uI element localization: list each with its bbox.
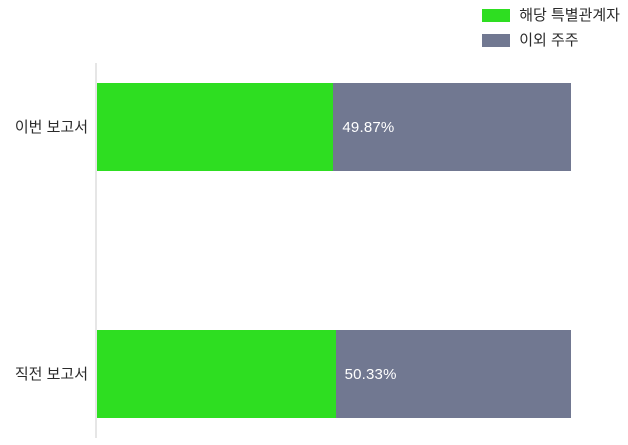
legend-swatch-gray-icon (482, 33, 511, 47)
y-axis-line (95, 63, 97, 438)
bar-segment-green-0[interactable] (97, 83, 334, 171)
legend-label-1: 이외 주주 (519, 31, 579, 49)
y-axis-label-0: 이번 보고서 (14, 119, 88, 136)
bar-segment-gray-1[interactable]: 50.33% (335, 330, 571, 418)
legend-swatch-green-icon (482, 8, 511, 22)
bar-segment-gray-0[interactable]: 49.87% (333, 83, 571, 171)
legend-item-1[interactable]: 이외 주주 (482, 31, 579, 49)
bar-segment-green-1[interactable] (97, 330, 336, 418)
bar-row-0[interactable]: 49.87% (97, 83, 571, 171)
bar-row-1[interactable]: 50.33% (97, 330, 571, 418)
chart-legend: 해당 특별관계자 이외 주주 (482, 6, 620, 49)
legend-label-0: 해당 특별관계자 (519, 6, 620, 24)
legend-item-0[interactable]: 해당 특별관계자 (482, 6, 620, 24)
y-axis-label-1: 직전 보고서 (14, 366, 88, 383)
bar-value-label-0: 49.87% (342, 118, 395, 136)
bar-value-label-1: 50.33% (344, 365, 397, 383)
